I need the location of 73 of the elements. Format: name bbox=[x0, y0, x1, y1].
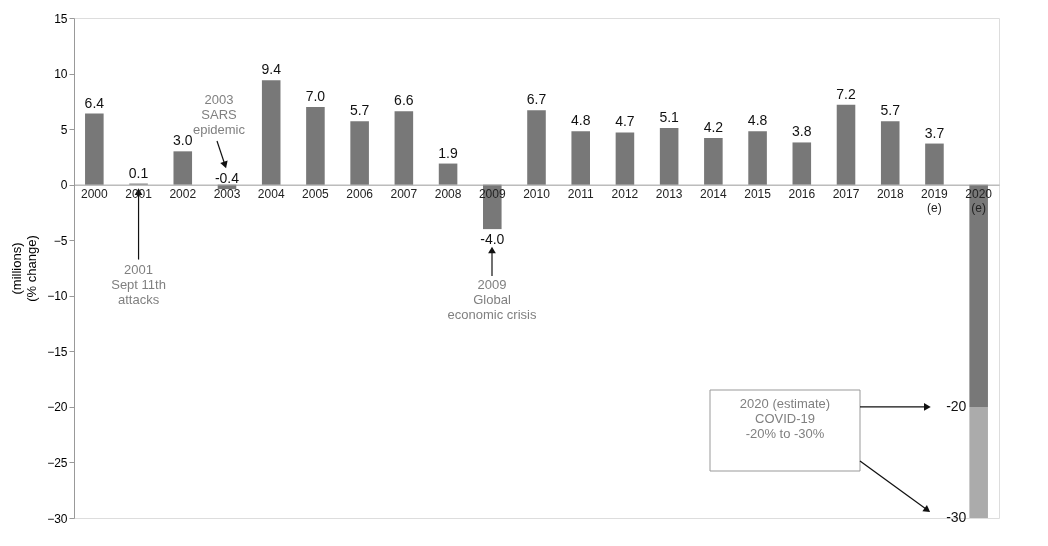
y-tick-label: −15 bbox=[47, 344, 68, 359]
y-tick-label: 5 bbox=[60, 122, 68, 137]
bar bbox=[261, 80, 281, 185]
data-label: 4.7 bbox=[615, 113, 635, 130]
bar bbox=[792, 142, 812, 185]
data-label: 7.2 bbox=[836, 85, 856, 102]
y-tick-label: 10 bbox=[54, 67, 68, 82]
data-label: 6.6 bbox=[394, 92, 414, 109]
data-label: 0.1 bbox=[128, 164, 149, 181]
data-label: 3.8 bbox=[792, 123, 812, 140]
data-label: 5.7 bbox=[349, 102, 370, 119]
x-tick-label: 2007 bbox=[390, 187, 418, 202]
bar bbox=[704, 138, 723, 185]
x-tick-label: 2010 bbox=[523, 187, 551, 202]
x-tick-label: 2008 bbox=[434, 187, 462, 202]
data-label: 3.7 bbox=[924, 124, 945, 141]
x-tick-label: 2016 bbox=[788, 187, 816, 202]
bar bbox=[748, 131, 767, 185]
x-tick-label: 2000 bbox=[80, 187, 109, 202]
annotation: -20 bbox=[946, 397, 967, 414]
data-label: 9.4 bbox=[261, 61, 282, 78]
x-tick-label: 2012 bbox=[611, 187, 639, 202]
data-label: -0.4 bbox=[214, 170, 240, 187]
x-tick-label: 2006 bbox=[346, 187, 374, 202]
y-tick-label: −20 bbox=[47, 400, 68, 415]
bar bbox=[925, 143, 944, 185]
annotation: 2001 Sept 11th attacks bbox=[111, 261, 166, 307]
bar bbox=[394, 111, 414, 185]
y-tick-label: −5 bbox=[53, 233, 68, 248]
data-label: 4.2 bbox=[703, 119, 724, 135]
data-label: 6.4 bbox=[84, 94, 105, 111]
x-tick-label: 2019 (e) bbox=[921, 187, 949, 216]
x-tick-label: 2003 bbox=[213, 187, 241, 202]
annotation: -30 bbox=[946, 509, 967, 525]
y-tick-label: 0 bbox=[60, 178, 68, 193]
x-tick-label: 2017 bbox=[832, 187, 860, 202]
bar bbox=[527, 110, 546, 185]
y-tick-label: 15 bbox=[54, 11, 68, 26]
y-tick-label: −25 bbox=[47, 455, 68, 470]
x-tick-label: 2018 bbox=[876, 187, 904, 202]
annotation: 2020 (estimate) COVID-19 -20% to -30% bbox=[739, 396, 831, 441]
y-tick-label: −10 bbox=[47, 289, 68, 304]
bar bbox=[836, 104, 856, 185]
x-tick-label: 2015 bbox=[744, 187, 772, 202]
y-axis-title: (millions) (% change) bbox=[9, 235, 40, 302]
x-tick-label: 2005 bbox=[302, 187, 330, 202]
annotation: 2009 Global economic crisis bbox=[447, 277, 537, 322]
annotation: 2003 SARS epidemic bbox=[192, 92, 246, 137]
y-tick-label: −30 bbox=[47, 511, 68, 526]
x-tick-label: 2004 bbox=[257, 187, 285, 202]
x-tick-label: 2013 bbox=[655, 187, 683, 202]
data-label: 1.9 bbox=[438, 144, 459, 161]
bar bbox=[969, 406, 988, 518]
bar bbox=[438, 163, 458, 185]
bar bbox=[615, 132, 635, 185]
bar bbox=[306, 106, 325, 185]
data-label: 7.0 bbox=[305, 87, 326, 104]
data-label: 5.7 bbox=[880, 102, 901, 119]
bar bbox=[571, 131, 590, 185]
bar bbox=[85, 113, 104, 185]
bar bbox=[173, 151, 193, 185]
data-label: 5.1 bbox=[659, 109, 680, 125]
data-label: 6.7 bbox=[526, 91, 547, 108]
data-label: 4.8 bbox=[747, 112, 768, 129]
bar bbox=[659, 128, 679, 185]
x-tick-label: 2011 bbox=[567, 187, 594, 202]
bar bbox=[350, 121, 369, 185]
data-label: 3.0 bbox=[173, 132, 193, 149]
bar bbox=[880, 121, 900, 185]
x-tick-label: 2014 bbox=[700, 187, 728, 202]
data-label: 4.8 bbox=[570, 112, 591, 129]
x-tick-label: 2002 bbox=[169, 187, 197, 202]
data-label: -4.0 bbox=[480, 231, 505, 248]
